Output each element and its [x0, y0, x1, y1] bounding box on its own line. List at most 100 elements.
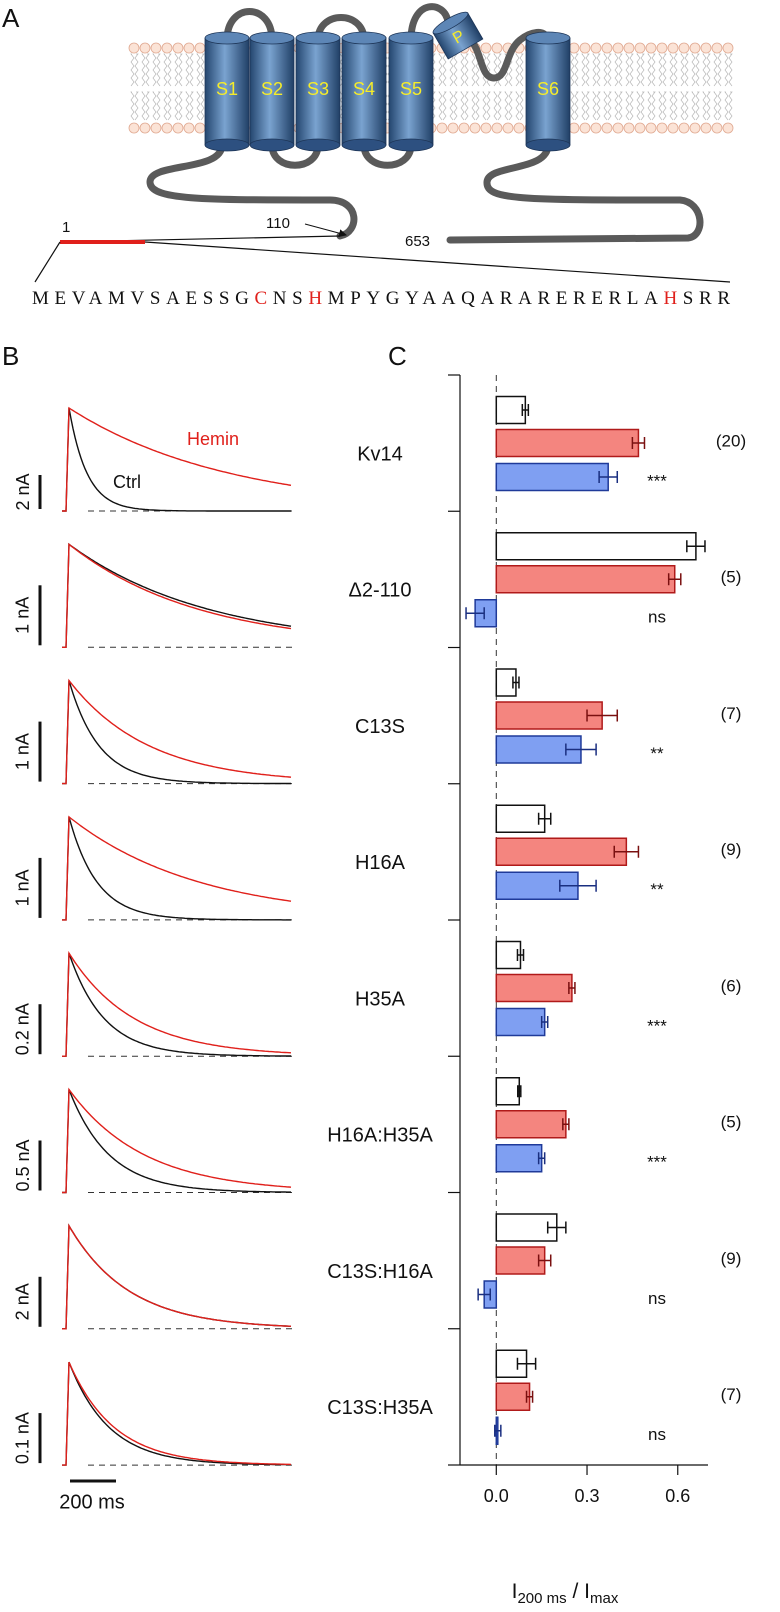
cylinder-body	[388, 37, 434, 146]
significance-label: ns	[648, 1289, 666, 1308]
cylinder-body	[204, 37, 250, 146]
lipid-tail	[691, 53, 700, 121]
significance-label: ***	[647, 1016, 667, 1035]
x-axis-label: I200 ms / Imax	[512, 1580, 619, 1607]
lipid-head	[161, 42, 173, 54]
lipid-head	[491, 42, 503, 54]
lipid-head	[678, 122, 690, 134]
cylinder-cap	[525, 31, 571, 45]
lipid-head	[711, 42, 723, 54]
x-axis-label-part: I	[512, 1580, 518, 1603]
lipid-tail	[636, 53, 645, 121]
lipid-head	[711, 122, 723, 134]
trace	[62, 680, 291, 785]
scale-bar-label: 1 nA	[13, 869, 33, 906]
lipid-tail	[713, 53, 722, 121]
lipid-head	[139, 42, 151, 54]
x-axis-label-part: 200 ms	[517, 1590, 566, 1607]
trace	[62, 1087, 292, 1194]
lipid-head	[601, 122, 613, 134]
lipid-head	[568, 42, 580, 54]
error-bar	[525, 1390, 534, 1403]
cylinder-cap	[388, 31, 434, 45]
error-bar	[568, 982, 576, 994]
lipid-head	[150, 122, 162, 134]
scale-bar-label: 2 nA	[13, 1283, 33, 1320]
segment-label: S4	[353, 79, 375, 99]
segment-label: S5	[400, 79, 422, 99]
cylinder-bottom	[341, 138, 387, 152]
lipid-tail	[592, 53, 601, 121]
cylinder-bottom	[388, 138, 434, 152]
lipid-head	[667, 42, 679, 54]
n-label: (20)	[716, 431, 746, 450]
lipid-head	[601, 42, 613, 54]
lipid-head	[645, 42, 657, 54]
error-bar	[512, 676, 520, 689]
lipid-head	[722, 122, 734, 134]
error-bar	[537, 1152, 546, 1165]
category-label: H16A:H35A	[327, 1125, 433, 1147]
pore-helix: P	[432, 11, 484, 60]
error-bar	[598, 471, 619, 483]
x-tick-label: 0.3	[575, 1486, 600, 1506]
sequence-part: H	[663, 288, 677, 309]
category-label: Kv14	[357, 443, 403, 465]
segment-label: S3	[307, 79, 329, 99]
lipid-head	[612, 122, 624, 134]
trace	[62, 1361, 291, 1466]
bar	[495, 837, 628, 866]
lipid-head	[513, 122, 525, 134]
c-terminus	[446, 141, 704, 244]
lipid-head	[480, 42, 492, 54]
lipid-head	[491, 122, 503, 134]
lipid-head	[645, 122, 657, 134]
scale-bar-label: 2 nA	[13, 473, 33, 510]
scale-bar-label: 0.2 nA	[13, 1003, 33, 1055]
lipid-head	[612, 42, 624, 54]
sequence-part: H	[308, 288, 322, 309]
lipid-head	[568, 122, 580, 134]
lipid-head	[480, 122, 492, 134]
bar	[495, 701, 603, 730]
cylinder-bottom	[295, 138, 341, 152]
error-bar	[546, 1221, 567, 1234]
scale-bar-label: 0.1 nA	[13, 1412, 33, 1464]
lipid-tail	[449, 53, 458, 121]
lipid-head	[667, 122, 679, 134]
residue-label: 110	[266, 215, 290, 232]
x-tick-label: 0.0	[484, 1486, 509, 1506]
lipid-head	[700, 122, 712, 134]
cylinder-cap	[432, 11, 469, 35]
arrow	[304, 223, 347, 238]
residue-label: 1	[62, 219, 70, 236]
bar	[495, 565, 676, 594]
scale-bar-label: 1 nA	[13, 597, 33, 634]
significance-label: ***	[647, 1153, 667, 1172]
loop	[268, 141, 322, 169]
panel-label: C	[388, 341, 407, 371]
lipid-tail	[680, 53, 689, 121]
lipid-tail	[174, 53, 183, 121]
segment-label: S2	[261, 79, 283, 99]
lipid-head	[656, 122, 668, 134]
significance-label: **	[650, 744, 664, 763]
error-bar	[521, 404, 530, 416]
cylinder-bottom	[204, 138, 250, 152]
lipid-tail	[196, 53, 205, 121]
trace	[62, 1223, 292, 1330]
loop	[223, 8, 276, 44]
lipid-tail	[658, 53, 667, 121]
lipid-head	[656, 42, 668, 54]
lipid-head	[128, 42, 140, 54]
cylinder-bottom	[249, 138, 295, 152]
sequence: MEVAMVSAESSG C NS H MPYGYAAQARARERERLA H SRR	[32, 288, 730, 309]
trace	[62, 1089, 291, 1194]
trace	[62, 542, 292, 648]
category-label: C13S:H35A	[327, 1397, 433, 1419]
lipid-tail	[669, 53, 678, 121]
trace-legend: Hemin	[187, 429, 239, 449]
sequence-part: C	[254, 288, 267, 309]
trace	[62, 542, 292, 648]
bar	[495, 1077, 521, 1106]
